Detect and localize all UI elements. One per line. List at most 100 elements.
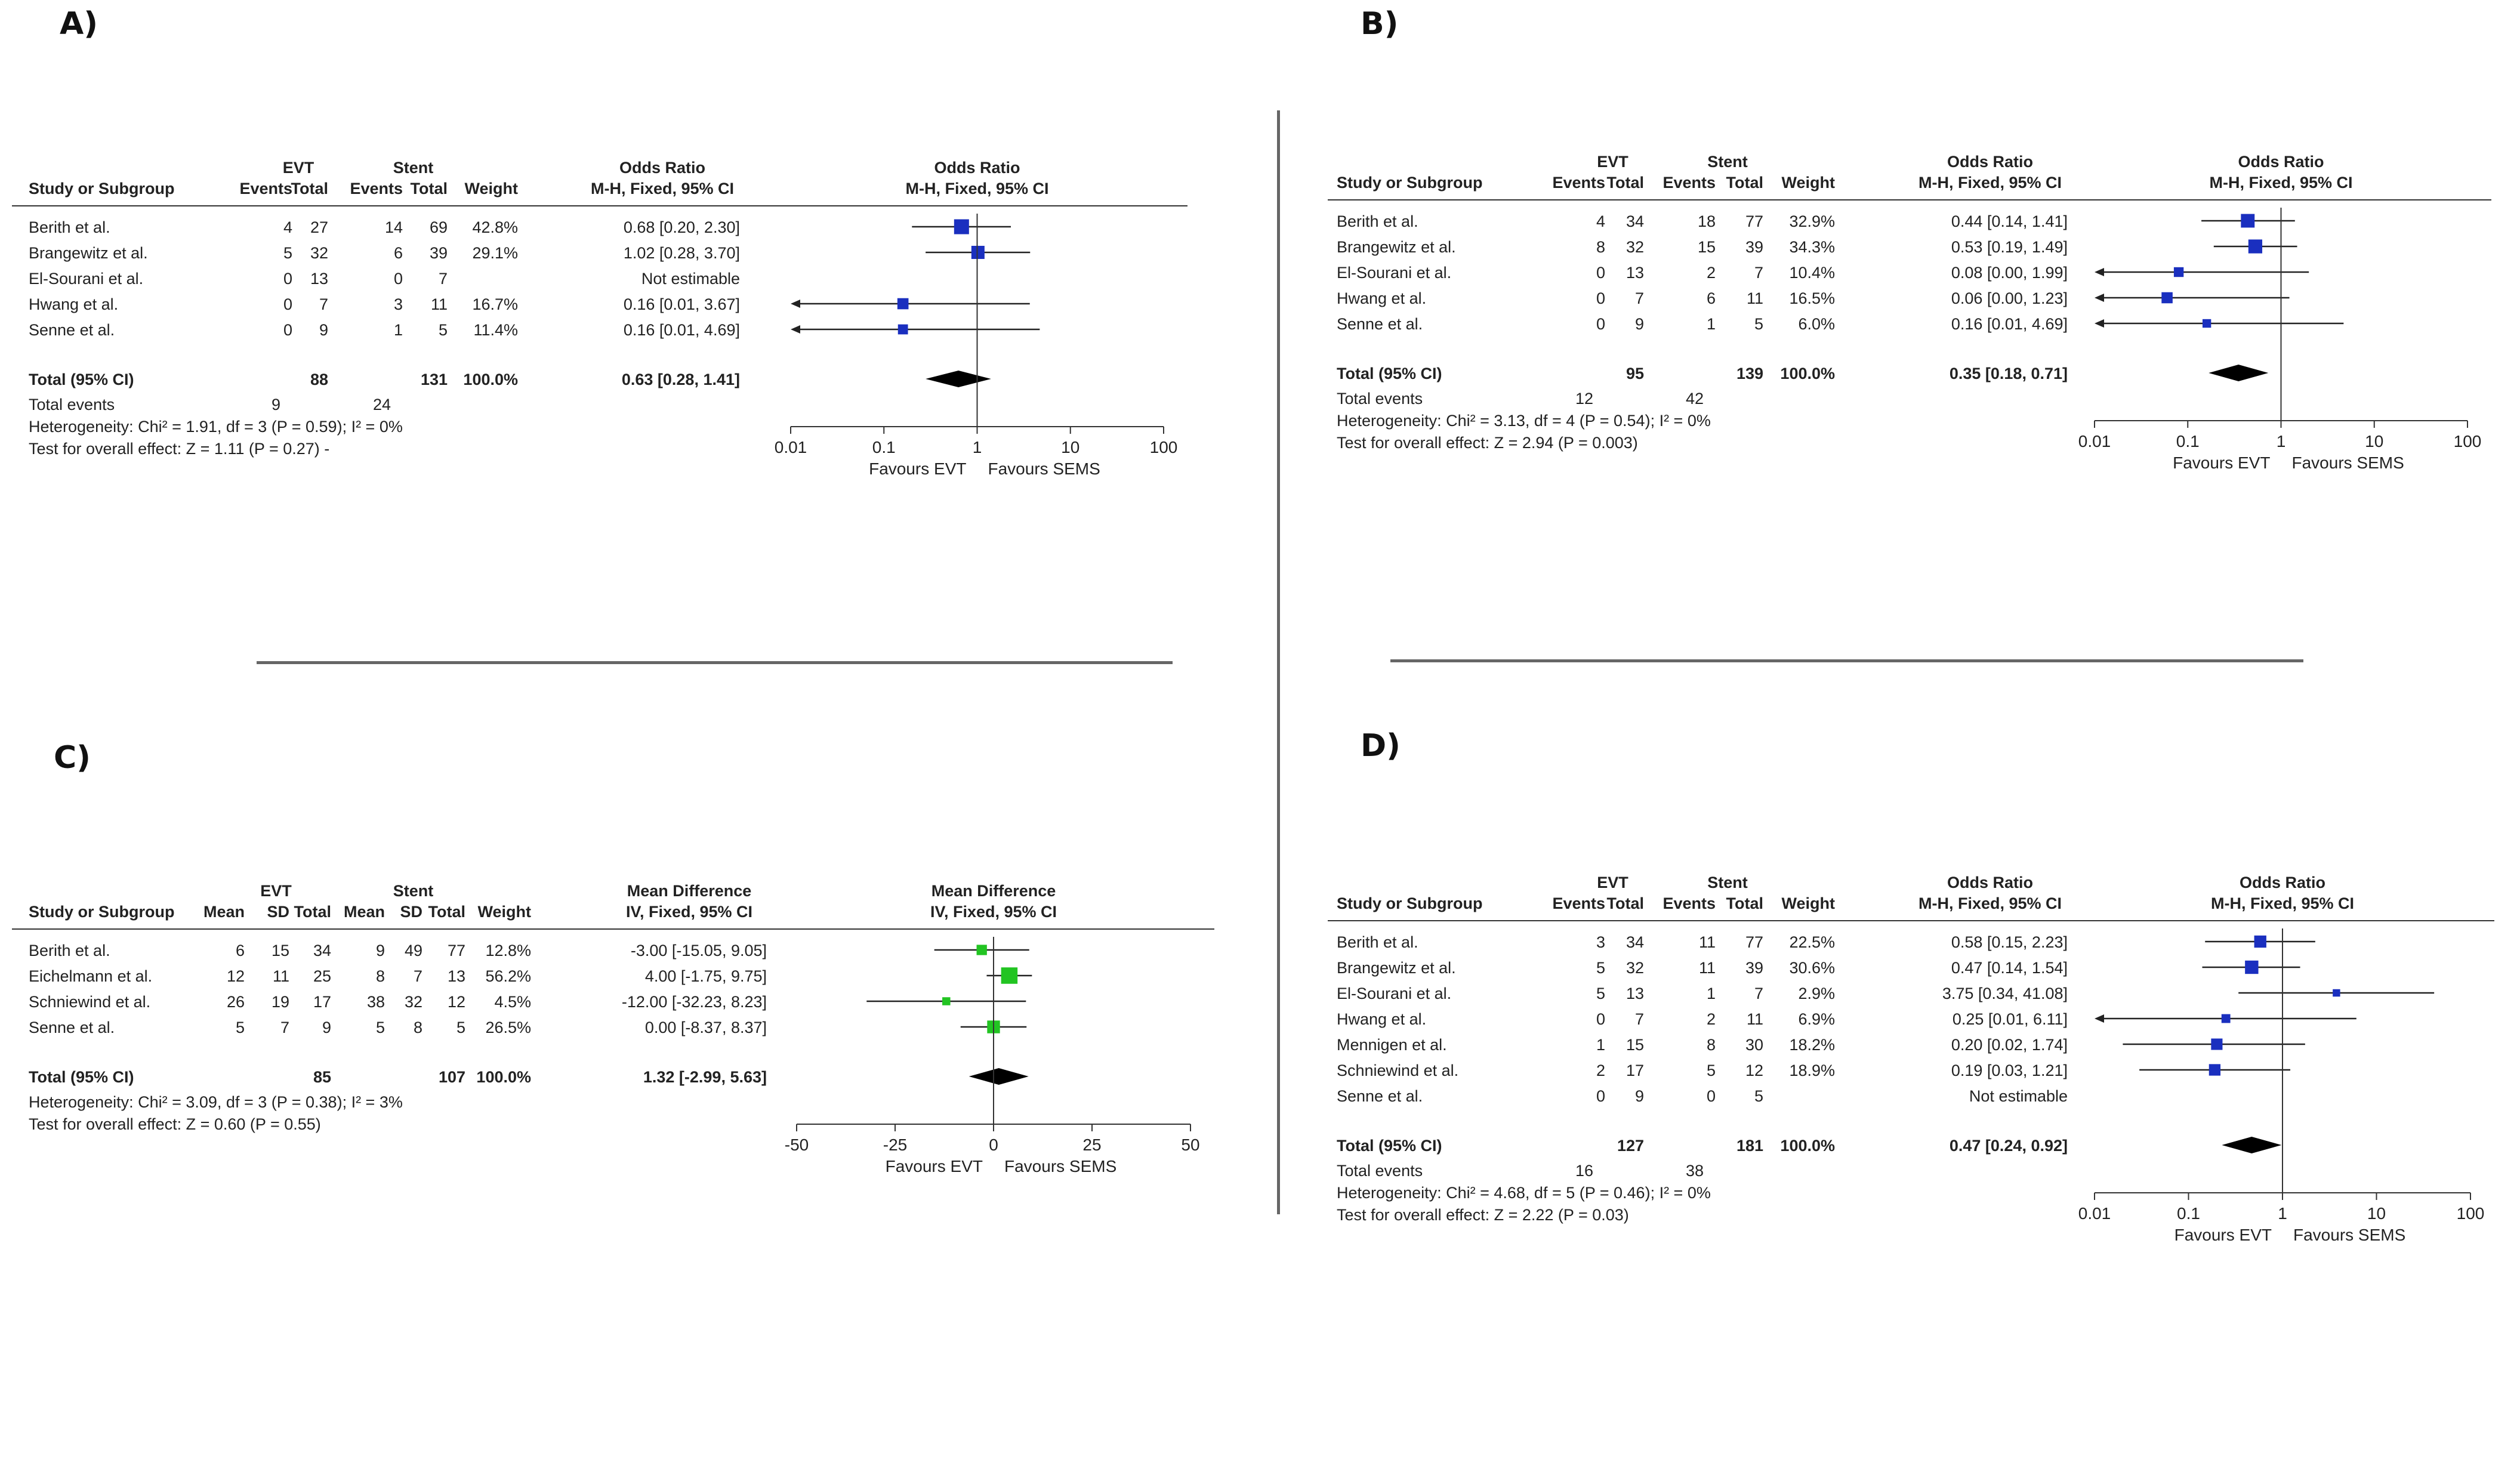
favours-left-label: Favours EVT	[2174, 1226, 2272, 1244]
plot-measure-header: Mean Difference	[931, 882, 1056, 900]
study-effect-ci: 0.00 [-8.37, 8.37]	[645, 1019, 767, 1036]
group-a-value: 0	[1596, 1010, 1605, 1028]
x-tick-label: 1	[973, 438, 982, 456]
study-effect-ci: 0.68 [0.20, 2.30]	[624, 218, 740, 236]
heterogeneity-text: Heterogeneity: Chi² = 3.13, df = 4 (P = …	[1337, 412, 1711, 430]
overall-effect-text: Test for overall effect: Z = 0.60 (P = 0…	[29, 1115, 321, 1133]
group-b-value: 77	[1745, 933, 1763, 951]
favours-right-label: Favours SEMS	[988, 459, 1100, 478]
study-weight: 26.5%	[485, 1019, 531, 1036]
measure-header: Odds Ratio	[619, 159, 705, 177]
study-weight: 29.1%	[472, 244, 518, 262]
group-a-value: 9	[319, 321, 328, 339]
horizontal-divider-left	[257, 661, 1173, 664]
study-weight: 6.0%	[1798, 315, 1835, 333]
study-name: Schniewind et al.	[29, 993, 150, 1011]
effect-square	[942, 997, 951, 1005]
group-b-value: 77	[1745, 212, 1763, 230]
x-tick-label: -25	[883, 1136, 907, 1154]
group-b-value: 18	[1698, 212, 1716, 230]
group-b-stat-header: SD	[400, 903, 422, 921]
plot-measure-header: Odds Ratio	[2238, 153, 2324, 171]
ci-arrow-left	[791, 325, 800, 334]
study-name: Schniewind et al.	[1337, 1062, 1458, 1079]
group-b-value: 49	[405, 942, 422, 959]
group-b-stat-header: Mean	[344, 903, 385, 921]
group-b-value: 11	[1699, 959, 1716, 977]
effect-square	[1001, 967, 1018, 984]
favours-left-label: Favours EVT	[886, 1157, 983, 1175]
group-b-value: 7	[414, 967, 422, 985]
effect-square	[2202, 319, 2211, 328]
group-b-value: 7	[1754, 985, 1763, 1002]
study-name: Brangewitz et al.	[29, 244, 148, 262]
study-weight: 16.7%	[472, 295, 518, 313]
x-tick-label: 10	[1061, 438, 1079, 456]
x-tick-label: 0.01	[775, 438, 807, 456]
group-b-stat-header: Events	[1662, 894, 1716, 912]
group-b-header: Stent	[393, 882, 434, 900]
effect-square	[2245, 960, 2259, 974]
study-header: Study or Subgroup	[1337, 174, 1482, 192]
study-effect-ci: 0.06 [0.00, 1.23]	[1951, 289, 2068, 307]
group-b-stat-header: Total	[1726, 174, 1764, 192]
study-name: Brangewitz et al.	[1337, 238, 1456, 256]
group-a-header: EVT	[260, 882, 292, 900]
effect-square	[2211, 1038, 2223, 1050]
study-name: Hwang et al.	[1337, 1010, 1426, 1028]
total-weight: 100.0%	[463, 371, 518, 388]
study-name: Eichelmann et al.	[29, 967, 152, 985]
forest-plot-b: EVT Stent Odds Ratio Odds Ratio Study or Sub…	[1328, 153, 2491, 472]
heterogeneity-text: Heterogeneity: Chi² = 4.68, df = 5 (P = …	[1337, 1184, 1711, 1202]
study-name: Mennigen et al.	[1337, 1036, 1447, 1054]
group-a-stat-header: Events	[1552, 174, 1605, 192]
overall-effect-text: Test for overall effect: Z = 1.11 (P = 0…	[29, 440, 329, 458]
group-a-value: 32	[1626, 238, 1644, 256]
study-effect-ci: 0.47 [0.14, 1.54]	[1951, 959, 2068, 977]
group-a-value: 13	[1626, 985, 1644, 1002]
group-a-value: 7	[280, 1019, 289, 1036]
group-a-total: 85	[313, 1068, 331, 1086]
method-header: M-H, Fixed, 95% CI	[1918, 174, 2062, 192]
study-effect-ci: 0.58 [0.15, 2.23]	[1951, 933, 2068, 951]
group-b-header: Stent	[1707, 874, 1748, 891]
study-name: Berith et al.	[1337, 212, 1418, 230]
group-a-value: 17	[313, 993, 331, 1011]
study-effect-ci: 0.44 [0.14, 1.41]	[1951, 212, 2068, 230]
total-weight: 100.0%	[476, 1068, 531, 1086]
group-a-header: EVT	[283, 159, 314, 177]
group-a-value: 0	[1596, 1087, 1605, 1105]
overall-effect-text: Test for overall effect: Z = 2.94 (P = 0…	[1337, 434, 1638, 452]
group-a-value: 27	[310, 218, 328, 236]
total-diamond	[2222, 1137, 2282, 1153]
group-a-value: 0	[1596, 264, 1605, 282]
plot-method-header: IV, Fixed, 95% CI	[930, 903, 1057, 921]
study-weight: 12.8%	[485, 942, 531, 959]
group-a-stat-header: Total	[1607, 894, 1645, 912]
group-b-value: 1	[1707, 985, 1716, 1002]
heterogeneity-text: Heterogeneity: Chi² = 3.09, df = 3 (P = …	[29, 1093, 403, 1111]
heterogeneity-text: Heterogeneity: Chi² = 1.91, df = 3 (P = …	[29, 418, 403, 436]
study-name: El-Sourani et al.	[1337, 264, 1451, 282]
total-events-label: Total events	[1337, 390, 1423, 408]
group-b-total: 139	[1736, 365, 1763, 382]
group-b-total: 107	[439, 1068, 465, 1086]
x-tick-label: 100	[1150, 438, 1178, 456]
panel-d-label: D)	[1361, 728, 1401, 764]
total-weight: 100.0%	[1780, 1137, 1835, 1155]
group-a-value: 7	[319, 295, 328, 313]
group-b-value: 11	[1699, 933, 1716, 951]
total-diamond	[2209, 365, 2269, 381]
total-effect-ci: 0.35 [0.18, 0.71]	[1950, 365, 2068, 382]
group-a-value: 0	[283, 321, 292, 339]
group-b-total: 131	[421, 371, 448, 388]
study-name: Hwang et al.	[1337, 289, 1426, 307]
group-b-header: Stent	[1707, 153, 1748, 171]
group-a-total: 127	[1617, 1137, 1644, 1155]
study-weight: 10.4%	[1789, 264, 1835, 282]
effect-square	[2333, 989, 2340, 997]
study-effect-ci: Not estimable	[641, 270, 740, 288]
x-tick-label: 10	[2365, 432, 2383, 451]
total-label: Total (95% CI)	[1337, 365, 1442, 382]
group-b-value: 39	[1745, 959, 1763, 977]
